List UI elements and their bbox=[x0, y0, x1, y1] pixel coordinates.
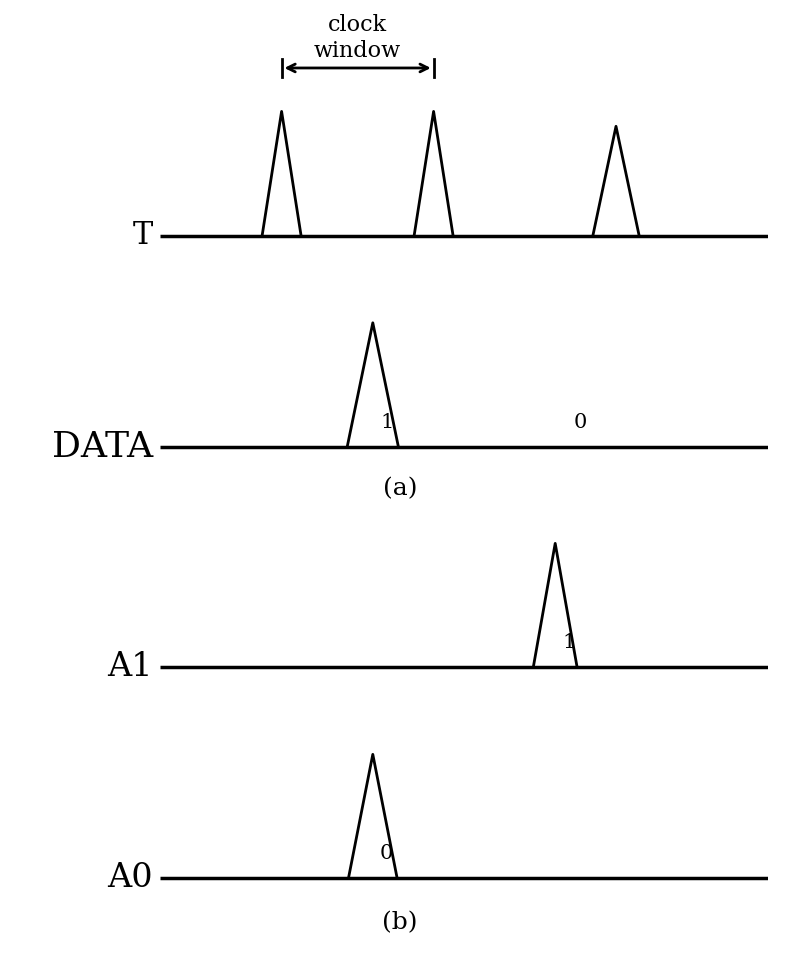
Text: A1: A1 bbox=[107, 651, 153, 683]
Text: (a): (a) bbox=[382, 478, 418, 501]
Text: 0: 0 bbox=[380, 844, 394, 863]
Text: 1: 1 bbox=[562, 633, 576, 652]
Text: (b): (b) bbox=[382, 911, 418, 934]
Text: DATA: DATA bbox=[51, 430, 153, 463]
Text: clock
window: clock window bbox=[314, 14, 401, 61]
Text: T: T bbox=[133, 220, 153, 251]
Text: A0: A0 bbox=[107, 862, 153, 894]
Text: 0: 0 bbox=[574, 412, 587, 432]
Text: 1: 1 bbox=[380, 412, 394, 432]
